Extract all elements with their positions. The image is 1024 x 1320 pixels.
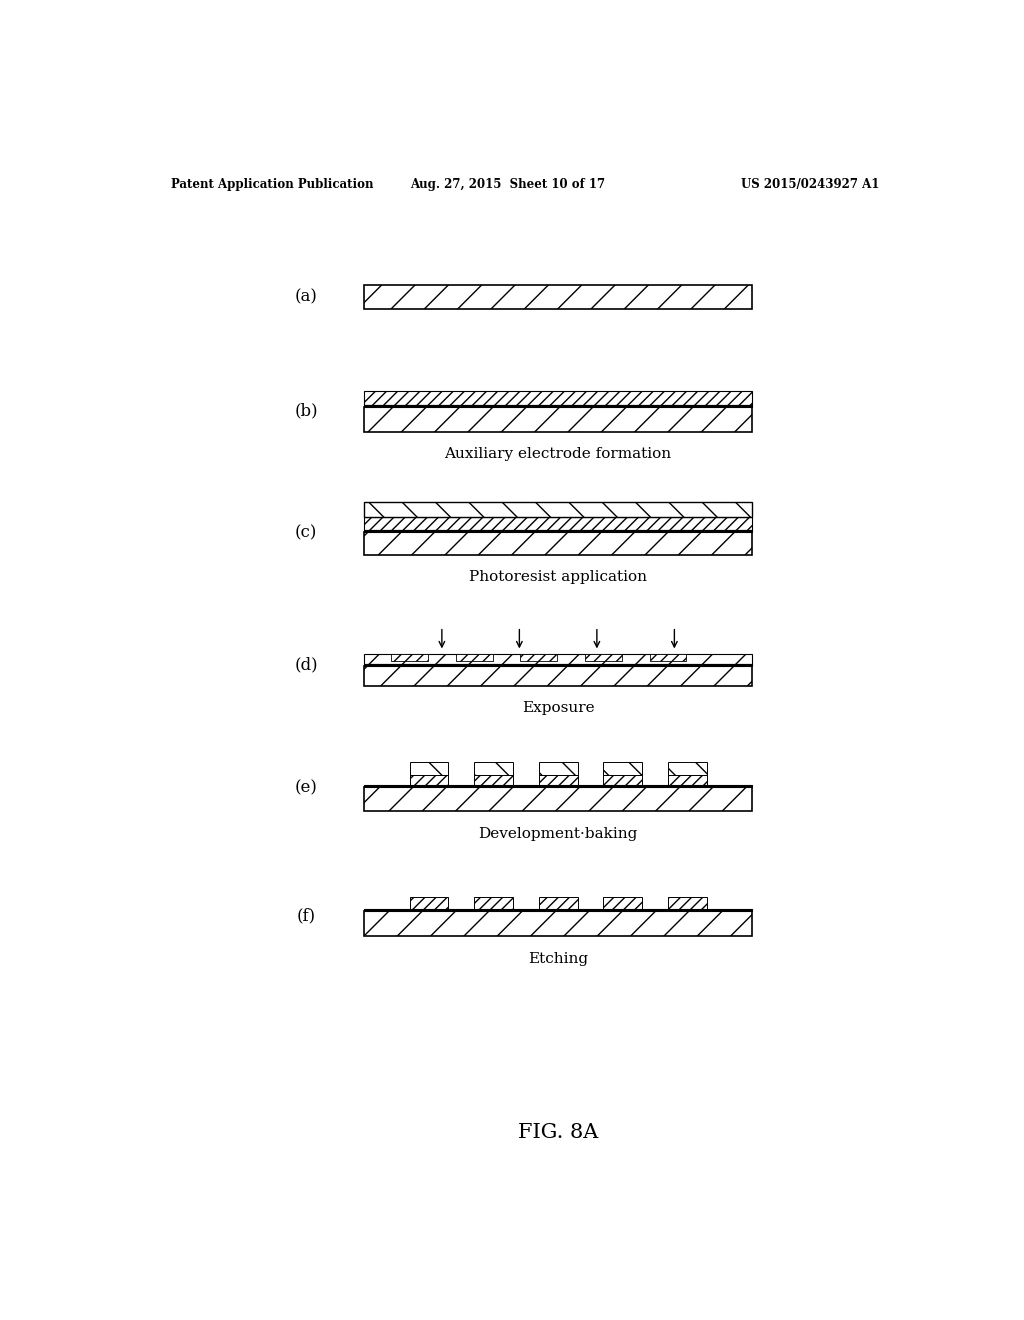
Bar — [365, 529, 752, 532]
Bar — [585, 653, 622, 661]
Bar — [603, 898, 642, 909]
Bar — [410, 762, 449, 775]
Bar — [365, 285, 752, 309]
Bar — [474, 762, 513, 775]
Text: Auxiliary electrode formation: Auxiliary electrode formation — [444, 447, 672, 461]
Bar — [474, 898, 513, 909]
Text: (b): (b) — [295, 403, 318, 418]
Bar — [365, 517, 752, 529]
Text: Development·baking: Development·baking — [478, 826, 638, 841]
Bar — [410, 775, 449, 784]
Bar — [365, 653, 752, 664]
Bar — [539, 898, 578, 909]
Bar — [365, 784, 752, 787]
Bar — [365, 911, 752, 936]
Text: (f): (f) — [297, 908, 315, 924]
Bar — [365, 405, 752, 407]
Bar — [365, 391, 752, 405]
Bar — [365, 664, 752, 665]
Bar — [365, 407, 752, 432]
Bar — [603, 762, 642, 775]
Bar — [539, 775, 578, 784]
Bar — [474, 775, 513, 784]
Text: Aug. 27, 2015  Sheet 10 of 17: Aug. 27, 2015 Sheet 10 of 17 — [411, 178, 605, 190]
Bar — [410, 898, 449, 909]
Text: Patent Application Publication: Patent Application Publication — [171, 178, 373, 190]
Text: US 2015/0243927 A1: US 2015/0243927 A1 — [741, 178, 880, 190]
Bar — [668, 762, 707, 775]
Text: (e): (e) — [295, 779, 317, 796]
Text: Photoresist application: Photoresist application — [469, 570, 647, 585]
Text: Exposure: Exposure — [522, 701, 595, 715]
Bar — [649, 653, 686, 661]
Text: (d): (d) — [295, 656, 318, 673]
Bar — [456, 653, 493, 661]
Bar — [365, 532, 752, 554]
Bar — [365, 665, 752, 686]
Bar — [603, 775, 642, 784]
Bar — [365, 502, 752, 517]
Bar — [365, 787, 752, 812]
Bar — [668, 898, 707, 909]
Bar — [539, 762, 578, 775]
Bar — [520, 653, 557, 661]
Bar — [391, 653, 428, 661]
Text: (a): (a) — [295, 289, 317, 305]
Text: (c): (c) — [295, 524, 317, 541]
Text: FIG. 8A: FIG. 8A — [518, 1123, 598, 1142]
Text: Etching: Etching — [528, 952, 588, 965]
Bar — [365, 909, 752, 912]
Bar — [668, 775, 707, 784]
